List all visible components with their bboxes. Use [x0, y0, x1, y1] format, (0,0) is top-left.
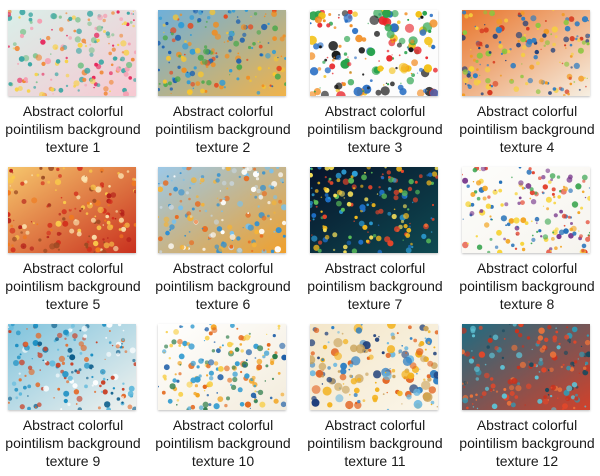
caption-line: Abstract colorful	[476, 417, 578, 433]
thumbnail-image[interactable]	[158, 167, 286, 253]
thumbnail-image[interactable]	[8, 167, 136, 253]
pointillism-art	[8, 167, 136, 253]
caption-line: Abstract colorful	[324, 103, 426, 119]
caption-line: pointilism background	[307, 435, 443, 451]
caption-line: texture 7	[347, 296, 403, 312]
thumbnail-caption: Abstract colorful pointilism background …	[148, 102, 298, 156]
pointillism-art	[310, 10, 438, 96]
caption-line: Abstract colorful	[22, 260, 124, 276]
caption-line: texture 3	[347, 139, 403, 155]
pointillism-art	[158, 324, 286, 410]
caption-line: pointilism background	[5, 121, 141, 137]
thumbnail-caption: Abstract colorful pointilism background …	[300, 416, 450, 470]
thumbnail-image[interactable]	[310, 10, 438, 96]
thumbnail-caption: Abstract colorful pointilism background …	[452, 259, 600, 313]
caption-line: texture 1	[45, 139, 101, 155]
thumbnail-caption: Abstract colorful pointilism background …	[148, 259, 298, 313]
caption-line: Abstract colorful	[22, 417, 124, 433]
thumbnail-image[interactable]	[462, 10, 590, 96]
caption-line: Abstract colorful	[324, 260, 426, 276]
caption-line: texture 12	[495, 453, 559, 469]
caption-line: Abstract colorful	[172, 103, 274, 119]
thumbnail-caption: Abstract colorful pointilism background …	[0, 416, 148, 470]
caption-line: pointilism background	[5, 435, 141, 451]
thumbnail-image[interactable]	[158, 324, 286, 410]
pointillism-art	[158, 10, 286, 96]
caption-line: Abstract colorful	[476, 103, 578, 119]
caption-line: texture 6	[195, 296, 251, 312]
thumbnail-image[interactable]	[310, 324, 438, 410]
thumbnail-image[interactable]	[462, 167, 590, 253]
caption-line: pointilism background	[5, 278, 141, 294]
thumbnail-image[interactable]	[8, 10, 136, 96]
pointillism-art	[310, 167, 438, 253]
caption-line: pointilism background	[155, 435, 291, 451]
pointillism-art	[8, 324, 136, 410]
thumbnail-caption: Abstract colorful pointilism background …	[452, 416, 600, 470]
thumbnail-caption: Abstract colorful pointilism background …	[0, 259, 148, 313]
pointillism-art	[158, 167, 286, 253]
caption-line: pointilism background	[459, 435, 595, 451]
caption-line: pointilism background	[307, 121, 443, 137]
caption-line: pointilism background	[459, 121, 595, 137]
caption-line: texture 5	[45, 296, 101, 312]
caption-line: pointilism background	[307, 278, 443, 294]
thumbnail-caption: Abstract colorful pointilism background …	[452, 102, 600, 156]
pointillism-art	[462, 10, 590, 96]
thumbnail-caption: Abstract colorful pointilism background …	[0, 102, 148, 156]
thumbnail-caption: Abstract colorful pointilism background …	[300, 102, 450, 156]
caption-line: pointilism background	[155, 278, 291, 294]
caption-line: Abstract colorful	[22, 103, 124, 119]
caption-line: texture 8	[499, 296, 555, 312]
thumbnail-image[interactable]	[310, 167, 438, 253]
caption-line: pointilism background	[459, 278, 595, 294]
caption-line: texture 2	[195, 139, 251, 155]
caption-line: texture 4	[499, 139, 555, 155]
caption-line: Abstract colorful	[172, 260, 274, 276]
pointillism-art	[8, 10, 136, 96]
thumbnail-image[interactable]	[462, 324, 590, 410]
pointillism-art	[462, 324, 590, 410]
caption-line: pointilism background	[155, 121, 291, 137]
thumbnail-caption: Abstract colorful pointilism background …	[148, 416, 298, 470]
thumbnail-image[interactable]	[8, 324, 136, 410]
thumbnail-caption: Abstract colorful pointilism background …	[300, 259, 450, 313]
caption-line: texture 10	[191, 453, 255, 469]
pointillism-art	[462, 167, 590, 253]
caption-line: Abstract colorful	[476, 260, 578, 276]
caption-line: texture 11	[344, 453, 406, 469]
caption-line: Abstract colorful	[172, 417, 274, 433]
caption-line: Abstract colorful	[324, 417, 426, 433]
thumbnail-image[interactable]	[158, 10, 286, 96]
pointillism-art	[310, 324, 438, 410]
caption-line: texture 9	[45, 453, 101, 469]
